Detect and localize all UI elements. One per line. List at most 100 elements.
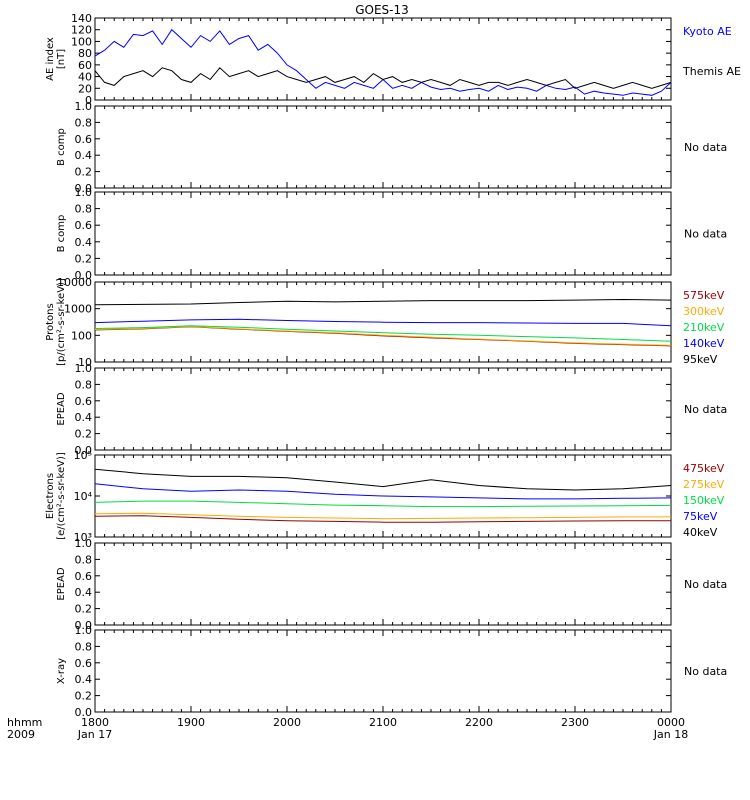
panel-electrons: 10³ 10⁴ 10⁵ Electrons [e/(cm²-s-sr-keV)] 475k… [45, 449, 725, 544]
time-tick-label: 0000 [657, 716, 685, 729]
legend-entry: 150keV [683, 494, 725, 507]
series-line-75kev [94, 483, 672, 500]
y-tick-label: 1.0 [75, 186, 93, 199]
series-line-300kev [94, 325, 672, 346]
y-axis-label: [p/(cm²-s-sr-keV)] [56, 278, 67, 366]
y-tick-label: 40 [78, 71, 92, 84]
y-axis-label: B comp [56, 128, 67, 166]
y-axis-label: X-ray [56, 658, 67, 684]
legend-entry: Themis AE [682, 65, 741, 78]
legend-entry: 210keV [683, 321, 725, 334]
y-axis-label: Protons [45, 303, 56, 340]
legend-entry: Kyoto AE [683, 25, 732, 38]
y-tick-label: 10⁵ [74, 449, 92, 462]
y-tick-label: 0.4 [75, 411, 93, 424]
time-tick-label: 2000 [273, 716, 301, 729]
y-tick-label: 1.0 [75, 362, 93, 375]
y-tick-label: 0.8 [75, 553, 93, 566]
chart-title: GOES-13 [355, 3, 409, 17]
panel-frame [94, 367, 672, 451]
y-tick-label: 0.0 [75, 706, 93, 719]
y-tick-label: 0.0 [75, 182, 93, 195]
time-tick-label: 1900 [177, 716, 205, 729]
y-axis-label: EPEAD [56, 567, 67, 601]
y-tick-label: 0.6 [75, 570, 93, 583]
y-axis-label: Electrons [45, 473, 56, 519]
no-data-label: No data [684, 141, 727, 154]
panel-frame [94, 17, 672, 101]
series-line-275kev [94, 512, 671, 520]
y-tick-label: 10⁴ [74, 490, 93, 503]
y-tick-label: 0.6 [75, 133, 93, 146]
y-tick-label: 20 [78, 82, 92, 95]
legend-entry: 140keV [683, 337, 725, 350]
time-tick-label: 1800 [81, 716, 109, 729]
y-tick-label: 0.4 [75, 586, 93, 599]
y-tick-label: 0.2 [75, 690, 93, 703]
panel-frame [94, 105, 672, 189]
y-axis-label: [nT] [56, 49, 67, 69]
y-tick-label: 0.2 [75, 603, 93, 616]
y-tick-label: 1.0 [75, 537, 93, 550]
y-tick-label: 0.6 [75, 657, 93, 670]
time-tick-label: 2300 [561, 716, 589, 729]
time-tick-label: 2200 [465, 716, 493, 729]
legend-entry: 475keV [683, 462, 725, 475]
legend-entry: 40keV [683, 526, 718, 539]
y-tick-label: 120 [71, 24, 92, 37]
no-data-label: No data [684, 665, 727, 678]
y-tick-label: 0 [85, 94, 92, 107]
y-tick-label: 140 [71, 12, 92, 25]
y-tick-label: 0.4 [75, 673, 93, 686]
y-tick-label: 0.6 [75, 395, 93, 408]
time-axis-corner-bottom: 2009 [7, 728, 35, 741]
series-line-140kev [94, 318, 672, 327]
panel-epead1: 0.0 0.2 0.4 0.6 0.8 1.0 EPEAD No data [56, 362, 727, 457]
panel-frame [94, 629, 672, 713]
series-line-150kev [94, 500, 672, 508]
date-tick-label: Jan 18 [653, 728, 688, 741]
series-line-475kev [94, 515, 671, 523]
y-tick-label: 60 [78, 59, 92, 72]
y-tick-label: 80 [78, 47, 92, 60]
y-tick-label: 0.8 [75, 640, 93, 653]
y-axis-label: B comp [56, 215, 67, 253]
panel-xray: 0.0 0.2 0.4 0.6 0.8 1.0 X-ray No data [56, 624, 727, 719]
y-tick-label: 0.0 [75, 619, 93, 632]
series-line-40kev [94, 468, 672, 491]
series-group-electrons [94, 468, 672, 523]
y-tick-label: 0.2 [75, 252, 93, 265]
y-tick-label: 0.2 [75, 428, 93, 441]
legend-entry: 575keV [683, 289, 725, 302]
series-group-protons [94, 298, 672, 347]
y-tick-label: 1000 [64, 303, 92, 316]
y-tick-label: 100 [71, 329, 92, 342]
no-data-label: No data [684, 578, 727, 591]
y-axis-label: AE index [45, 37, 56, 81]
y-tick-label: 10000 [57, 276, 92, 289]
y-tick-label: 0.0 [75, 444, 93, 457]
legend-entry: 275keV [683, 478, 725, 491]
panel-b2: 0.0 0.2 0.4 0.6 0.8 1.0 B comp No data [56, 186, 727, 282]
series-line-210kev [94, 325, 672, 342]
date-tick-label: Jan 17 [77, 728, 112, 741]
y-axis-label: [e/(cm²-s-sr-keV)] [56, 452, 67, 540]
y-tick-label: 0.8 [75, 378, 93, 391]
legend-entry: 300keV [683, 305, 725, 318]
series-line-themis-ae [94, 67, 672, 89]
y-axis-label: EPEAD [56, 392, 67, 426]
panel-protons: 10 100 1000 10000 Protons [p/(cm²-s-sr-keV)] 5… [45, 276, 725, 369]
no-data-label: No data [684, 403, 727, 416]
y-tick-label: 0.4 [75, 236, 93, 249]
time-tick-label: 2100 [369, 716, 397, 729]
legend-entry: 75keV [683, 510, 718, 523]
legend-entry: 95keV [683, 353, 718, 366]
series-group-ae [94, 28, 672, 96]
y-tick-label: 0.0 [75, 269, 93, 282]
y-tick-label: 0.8 [75, 116, 93, 129]
y-tick-label: 0.8 [75, 203, 93, 216]
